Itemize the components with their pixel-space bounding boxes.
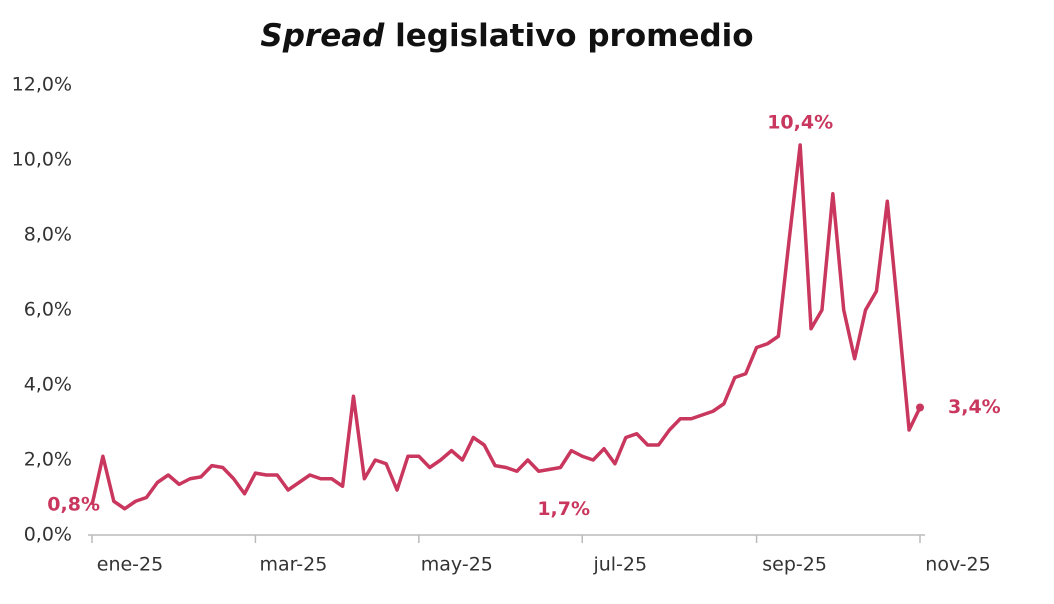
x-tick-label: may-25 — [421, 554, 493, 576]
x-tick-label: sep-25 — [762, 554, 827, 576]
data-label: 3,4% — [948, 396, 1001, 418]
title-emphasis: Spread — [260, 18, 385, 54]
y-tick-label: 12,0% — [12, 74, 72, 96]
y-tick-label: 6,0% — [24, 299, 72, 321]
data-label: 10,4% — [767, 112, 833, 134]
line — [90, 143, 922, 511]
title-text: legislativo promedio — [395, 18, 753, 54]
y-tick-label: 8,0% — [24, 224, 72, 246]
data-label: 0,8% — [47, 494, 100, 516]
y-tick-label: 2,0% — [24, 449, 72, 471]
y-tick-label: 10,0% — [12, 149, 72, 171]
x-tick-label: mar-25 — [260, 554, 328, 576]
end-marker — [916, 403, 924, 412]
chart-title: Spread legislativo promedio — [260, 18, 753, 54]
y-tick-label: 0,0% — [24, 524, 72, 546]
x-tick-label: jul-25 — [592, 554, 647, 576]
x-tick-label: nov-25 — [925, 554, 990, 576]
y-tick-label: 4,0% — [24, 374, 72, 396]
x-tick-label: ene-25 — [97, 554, 163, 576]
data-label: 1,7% — [537, 498, 590, 520]
